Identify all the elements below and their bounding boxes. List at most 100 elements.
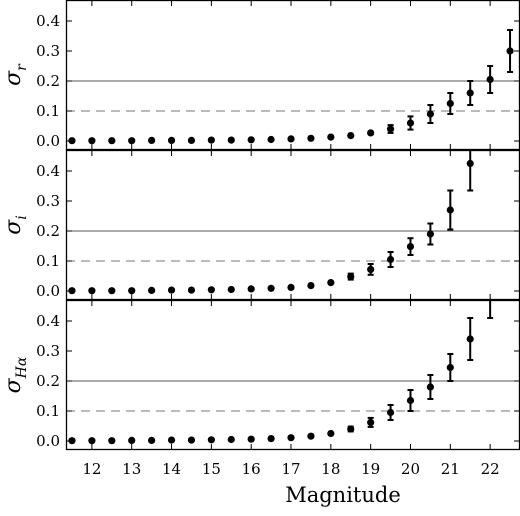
x-tick-label: 12: [82, 460, 101, 478]
data-point: [287, 434, 295, 442]
data-point: [446, 363, 454, 372]
y-tick-label: 0.0: [36, 432, 60, 450]
data-point: [386, 255, 395, 264]
data-point: [88, 287, 96, 295]
data-point: [167, 286, 176, 294]
data-point: [108, 137, 116, 145]
y-tick-label: 0.1: [36, 252, 60, 270]
data-point: [307, 282, 315, 290]
data-point: [128, 137, 136, 145]
data-point: [347, 425, 355, 433]
data-point: [446, 99, 454, 108]
data-point: [327, 429, 335, 438]
panel-frame: [65, 0, 520, 151]
data-point: [167, 136, 176, 144]
data-point: [207, 286, 215, 294]
data-point: [347, 132, 355, 140]
data-point: [426, 230, 434, 238]
data-point: [247, 435, 255, 443]
panel-i: 0.0 0.1 0.2 0.3 0.4 σi: [1, 149, 520, 301]
data-point: [187, 136, 196, 144]
data-point: [267, 435, 275, 443]
x-tick-label: 22: [481, 460, 500, 478]
y-tick-label: 0.0: [36, 132, 60, 150]
data-point: [267, 135, 275, 144]
data-point: [466, 335, 474, 343]
y-tick-label: 0.3: [36, 342, 60, 360]
y-tick-label: 0.4: [36, 312, 60, 330]
x-tick-label: 19: [361, 460, 380, 478]
panel-frame: [65, 149, 520, 301]
data-point: [307, 432, 315, 440]
x-tick-label: 13: [122, 460, 141, 478]
data-point: [406, 119, 415, 127]
data-point: [207, 436, 215, 444]
data-point: [486, 75, 494, 84]
x-tick-label: 21: [441, 460, 460, 478]
x-tick-label: 15: [202, 460, 221, 478]
data-point: [227, 285, 235, 294]
data-point: [386, 125, 395, 133]
y-tick-label: 0.1: [36, 402, 60, 420]
data-point: [367, 265, 375, 273]
y-axis-label: σr: [1, 63, 30, 86]
data-point: [247, 285, 255, 293]
data-point: [187, 286, 196, 294]
data-point: [327, 133, 335, 141]
data-point: [466, 159, 474, 168]
x-tick-label: 18: [321, 460, 340, 478]
y-axis-label: σi: [1, 215, 30, 235]
data-point: [148, 286, 156, 294]
x-tick-label: 16: [242, 460, 261, 478]
data-point: [88, 137, 96, 145]
data-point: [367, 418, 375, 426]
y-tick-label: 0.0: [36, 282, 60, 300]
data-point: [68, 437, 76, 445]
y-axis-label: σHα: [1, 356, 30, 393]
data-point: [327, 279, 335, 287]
data-point: [148, 436, 156, 444]
data-point: [108, 287, 116, 295]
x-tick-label: 17: [281, 460, 300, 478]
y-tick-label: 0.2: [36, 72, 60, 90]
data-point: [108, 437, 116, 445]
data-point: [287, 283, 295, 291]
data-point: [367, 129, 375, 137]
data-point: [386, 408, 395, 417]
series-points: [68, 150, 474, 295]
series-points: [68, 300, 494, 445]
panel-frame: [65, 299, 520, 451]
y-tick-label: 0.3: [36, 192, 60, 210]
y-tick-label: 0.4: [36, 162, 60, 180]
y-tick-label: 0.4: [36, 12, 60, 30]
data-point: [187, 436, 196, 444]
series-points: [68, 29, 514, 145]
data-point: [167, 436, 176, 444]
x-tick-label: 14: [162, 460, 181, 478]
data-point: [227, 435, 235, 444]
data-point: [148, 136, 156, 144]
y-tick-label: 0.2: [36, 372, 60, 390]
data-point: [68, 137, 76, 145]
panel-halpha: 0.0 0.1 0.2 0.3 0.4 σHα: [1, 299, 520, 451]
x-axis-label: Magnitude: [285, 483, 401, 507]
y-tick-label: 0.1: [36, 102, 60, 120]
y-tick-label: 0.3: [36, 42, 60, 60]
x-tick-label: 20: [401, 460, 420, 478]
data-point: [307, 134, 315, 142]
y-tick-label: 0.2: [36, 222, 60, 240]
data-point: [426, 383, 434, 391]
data-point: [207, 136, 215, 144]
data-point: [347, 273, 355, 281]
data-point: [88, 437, 96, 445]
data-point: [406, 396, 415, 405]
data-point: [426, 110, 434, 118]
data-point: [446, 206, 454, 214]
data-point: [247, 136, 255, 144]
data-point: [128, 287, 136, 295]
data-point: [287, 135, 295, 143]
data-point: [506, 47, 514, 55]
data-point: [227, 136, 235, 144]
data-point: [466, 89, 474, 97]
